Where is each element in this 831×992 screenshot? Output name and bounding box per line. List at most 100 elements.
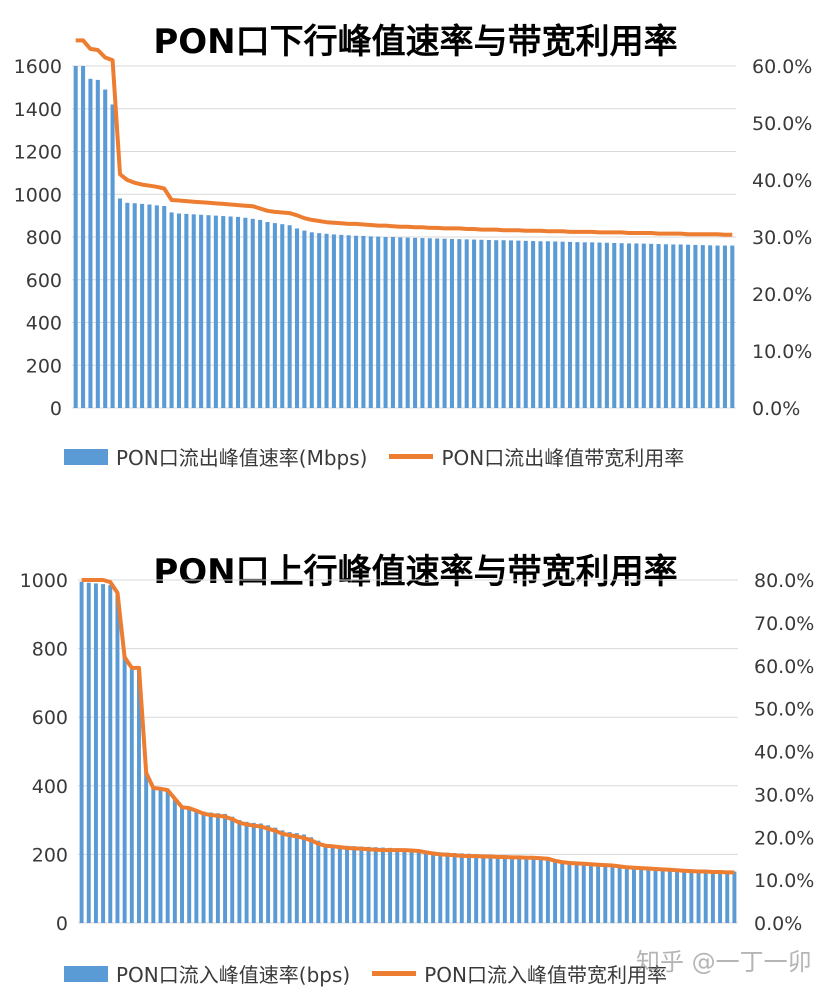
bar <box>634 243 639 408</box>
bar <box>596 863 601 923</box>
bar <box>502 855 507 923</box>
bar <box>309 837 314 923</box>
bar <box>656 244 661 408</box>
bar <box>481 854 486 923</box>
bar <box>244 821 249 923</box>
bar <box>479 239 484 408</box>
bar <box>309 232 314 408</box>
legend-downlink: PON口流出峰值速率(Mbps) PON口流出峰值带宽利用率 <box>64 442 684 471</box>
bar <box>686 244 691 408</box>
bar <box>538 857 543 923</box>
bar <box>545 241 550 408</box>
bar <box>538 241 543 408</box>
bar <box>129 669 134 923</box>
bar <box>464 239 469 408</box>
bar <box>442 238 447 408</box>
bar <box>508 240 514 408</box>
bar <box>287 225 292 408</box>
bar <box>438 852 443 923</box>
bar <box>431 851 436 923</box>
bar <box>612 242 617 408</box>
bar <box>272 223 277 408</box>
bar <box>147 204 152 408</box>
bar <box>452 853 457 923</box>
bar <box>405 237 410 408</box>
bar <box>122 655 127 923</box>
bar <box>376 236 381 408</box>
bar <box>169 212 174 408</box>
bar <box>73 66 78 408</box>
bar <box>373 847 378 923</box>
y-left-tick-label: 1000 <box>14 184 62 206</box>
y-right-tick-label: 20.0% <box>752 284 812 306</box>
bar <box>413 237 418 408</box>
bar <box>517 856 522 923</box>
bar <box>725 871 730 923</box>
y-left-tick-label: 0 <box>56 913 68 935</box>
bar <box>660 868 665 923</box>
bar <box>221 216 226 408</box>
bar <box>619 243 624 408</box>
bar <box>103 89 108 408</box>
bar <box>151 787 156 923</box>
bar <box>486 239 491 408</box>
bar <box>708 245 713 408</box>
bar <box>250 218 255 408</box>
bar <box>710 871 715 923</box>
bar <box>574 861 579 923</box>
bar <box>346 235 351 408</box>
bar <box>330 844 335 923</box>
bar <box>398 237 403 408</box>
bar <box>675 869 679 923</box>
bar <box>317 233 322 408</box>
bar <box>715 245 720 408</box>
bar <box>402 848 407 923</box>
bar <box>258 823 263 923</box>
y-right-tick-label: 30.0% <box>754 784 814 806</box>
bar <box>324 233 329 408</box>
bar <box>215 813 220 923</box>
bar <box>449 238 454 408</box>
bar <box>501 240 506 408</box>
bar <box>187 807 192 923</box>
bar <box>597 242 602 408</box>
bar <box>472 239 477 408</box>
legend-line-swatch <box>389 454 434 459</box>
bar <box>626 243 632 408</box>
bar <box>383 237 388 408</box>
bar <box>95 79 100 409</box>
bar <box>258 219 263 408</box>
bar <box>678 244 683 408</box>
bar <box>663 244 668 408</box>
bar <box>108 585 113 923</box>
bar <box>689 870 694 923</box>
bar <box>423 850 428 923</box>
legend-uplink: PON口流入峰值速率(bps) PON口流入峰值带宽利用率 <box>64 959 667 988</box>
bar <box>703 870 708 923</box>
bar <box>199 214 204 408</box>
bar <box>223 813 228 923</box>
bar <box>243 217 248 408</box>
y-left-tick-label: 800 <box>26 227 62 249</box>
bar <box>117 198 122 408</box>
bar <box>154 205 159 408</box>
bar <box>467 853 471 923</box>
bar <box>184 213 189 408</box>
bar <box>682 869 687 923</box>
y-right-tick-label: 40.0% <box>754 742 814 764</box>
bar <box>110 104 115 408</box>
bar <box>510 855 514 923</box>
bar <box>718 871 723 923</box>
bar <box>81 66 86 408</box>
bar <box>693 244 698 408</box>
bar <box>722 245 727 408</box>
bar <box>639 866 644 923</box>
legend-bar-swatch <box>64 448 108 465</box>
bar <box>560 241 565 408</box>
bar <box>575 242 580 408</box>
bar <box>523 240 528 408</box>
bar <box>228 216 233 408</box>
bar <box>567 241 573 408</box>
bar <box>409 849 414 923</box>
y-left-tick-label: 0 <box>50 398 62 420</box>
